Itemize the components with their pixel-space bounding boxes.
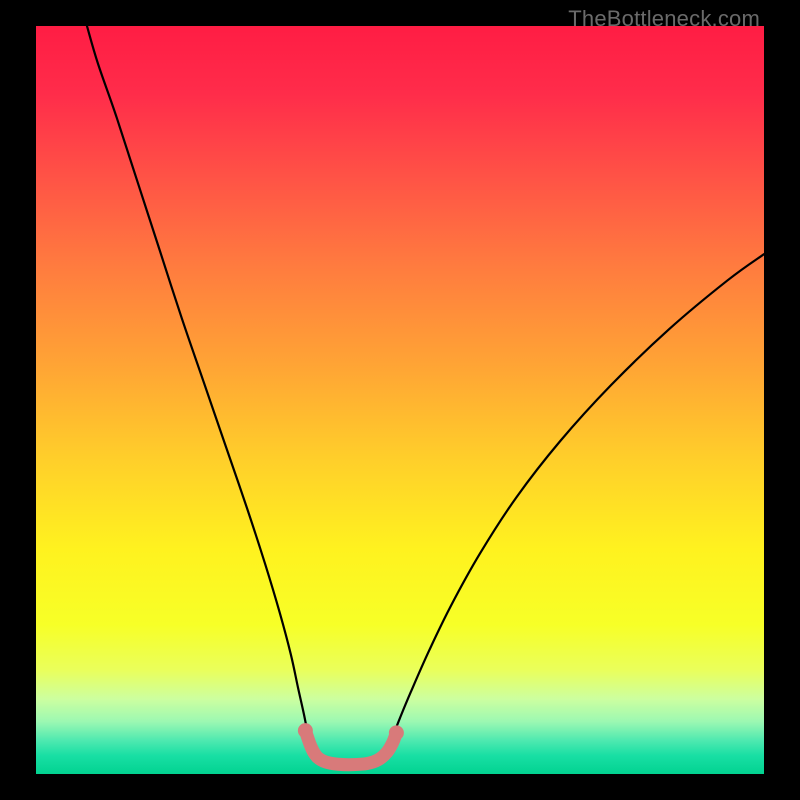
chart-frame: TheBottleneck.com xyxy=(0,0,800,800)
highlight-band xyxy=(305,731,396,765)
watermark-text: TheBottleneck.com xyxy=(568,6,760,32)
highlight-endpoint-right xyxy=(389,725,404,740)
v-curve-left xyxy=(87,26,308,733)
highlight-endpoint-left xyxy=(298,723,313,738)
v-curve-right xyxy=(393,254,764,736)
curve-svg xyxy=(36,26,764,774)
plot-area xyxy=(36,26,764,774)
